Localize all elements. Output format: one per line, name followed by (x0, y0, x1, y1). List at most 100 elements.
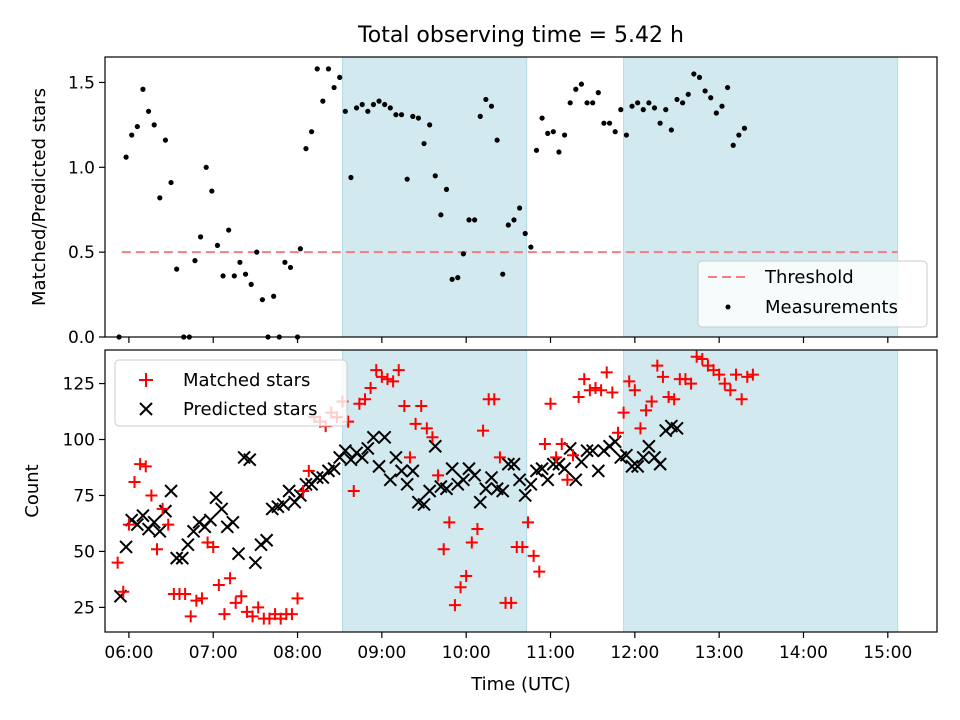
measurement-point (646, 100, 652, 106)
measurement-point (337, 74, 343, 80)
matched-star-point (229, 596, 242, 609)
x-tick-label: 10:00 (442, 643, 491, 663)
matched-star-point (493, 451, 506, 464)
measurement-point (623, 132, 630, 138)
matched-star-point (685, 377, 698, 390)
matched-star-point (527, 549, 540, 562)
predicted-star-point (226, 515, 240, 530)
predicted-star-point (147, 515, 161, 530)
matched-star-point (443, 516, 456, 529)
predicted-star-point (394, 464, 409, 478)
predicted-star-point (209, 491, 223, 505)
predicted-star-point (535, 461, 549, 476)
measurement-point (174, 266, 180, 272)
predicted-star-point (422, 484, 437, 498)
predicted-star-point (203, 513, 218, 527)
measurement-point (271, 293, 277, 299)
matched-star-point (628, 384, 641, 397)
measurement-point (590, 100, 596, 106)
measurement-point (674, 96, 680, 103)
measurement-point (522, 230, 528, 237)
x-tick-label: 15:00 (863, 643, 912, 663)
predicted-star-point (299, 477, 313, 491)
matched-star-point (437, 543, 450, 556)
measurement-point (303, 146, 309, 152)
measurement-point (691, 71, 697, 77)
measurement-point (129, 132, 135, 138)
count-points (111, 350, 759, 625)
predicted-star-point (406, 464, 420, 478)
measurement-point (713, 110, 719, 116)
bottom-legend: Matched stars Predicted stars (114, 359, 348, 427)
matched-star-point (640, 404, 653, 417)
x-tick-label: 11:00 (526, 643, 575, 663)
predicted-star-point (479, 482, 493, 496)
matched-star-point (117, 585, 130, 598)
matched-star-point (420, 422, 433, 435)
measurement-point (443, 186, 450, 192)
measurement-point (455, 275, 461, 281)
predicted-star-point (366, 430, 381, 444)
predicted-star-point (327, 461, 341, 476)
measurement-point (145, 108, 152, 114)
top-y-axis-label: Matched/Predicted stars (29, 88, 50, 306)
measurement-point (606, 120, 613, 126)
y-tick-label: 100 (63, 431, 95, 451)
measurement-point (331, 84, 337, 91)
predicted-star-point (186, 524, 201, 538)
matched-star-point (375, 370, 388, 383)
matched-star-point (156, 502, 169, 515)
ratio-panel: 0.0 0.5 1.0 1.5 Matched/Predicted stars Thr… (29, 56, 938, 348)
top-legend: Threshold Measurements (697, 260, 928, 328)
matched-star-point (533, 565, 546, 578)
measurement-point (556, 149, 562, 155)
matched-star-point (488, 393, 501, 406)
matched-star-point (297, 485, 310, 497)
matched-star-point (403, 451, 416, 464)
legend-threshold-label: Threshold (764, 267, 854, 288)
matched-star-point (235, 590, 248, 603)
measurement-point (231, 273, 237, 279)
predicted-star-point (259, 533, 274, 547)
y-tick-label: 50 (73, 542, 95, 562)
measurement-point (342, 108, 348, 114)
measurement-point (539, 115, 545, 121)
y-tick-label: 1.5 (68, 73, 95, 93)
matched-star-point (589, 382, 602, 395)
x-tick-label: 13:00 (695, 643, 744, 663)
bottom-axes-frame (104, 349, 938, 633)
matched-star-point (595, 384, 608, 397)
measurement-point (629, 103, 635, 109)
top-axes-frame (104, 56, 938, 338)
observing-window (623, 349, 899, 633)
measurement-point (702, 88, 708, 94)
measurement-point (365, 108, 371, 114)
measurement-point (584, 100, 590, 106)
predicted-star-point (574, 455, 589, 469)
matched-star-point (134, 458, 147, 471)
matched-star-point (696, 352, 709, 365)
measurement-point (663, 107, 669, 113)
measurement-point (248, 281, 254, 287)
predicted-star-point (361, 441, 375, 456)
measurement-point (393, 112, 399, 118)
measurement-point (668, 127, 674, 133)
predicted-star-point (417, 497, 431, 512)
predicted-star-point (518, 488, 532, 503)
bottom-legend-box (114, 359, 348, 427)
legend-matched-swatch (139, 373, 153, 387)
measurement-point (123, 154, 129, 160)
predicted-star-point (467, 468, 482, 483)
y-tick-label: 0.0 (68, 328, 95, 348)
predicted-star-point (158, 504, 173, 518)
x-tick-label: 06:00 (104, 643, 153, 663)
matched-star-point (477, 424, 490, 437)
measurement-point (325, 66, 332, 72)
measurement-point (410, 113, 416, 119)
matched-star-point (578, 373, 591, 386)
predicted-star-point (546, 457, 561, 471)
predicted-star-point (585, 444, 600, 458)
measurement-point (237, 259, 243, 265)
matched-star-point (139, 460, 152, 473)
predicted-star-point (569, 473, 583, 487)
